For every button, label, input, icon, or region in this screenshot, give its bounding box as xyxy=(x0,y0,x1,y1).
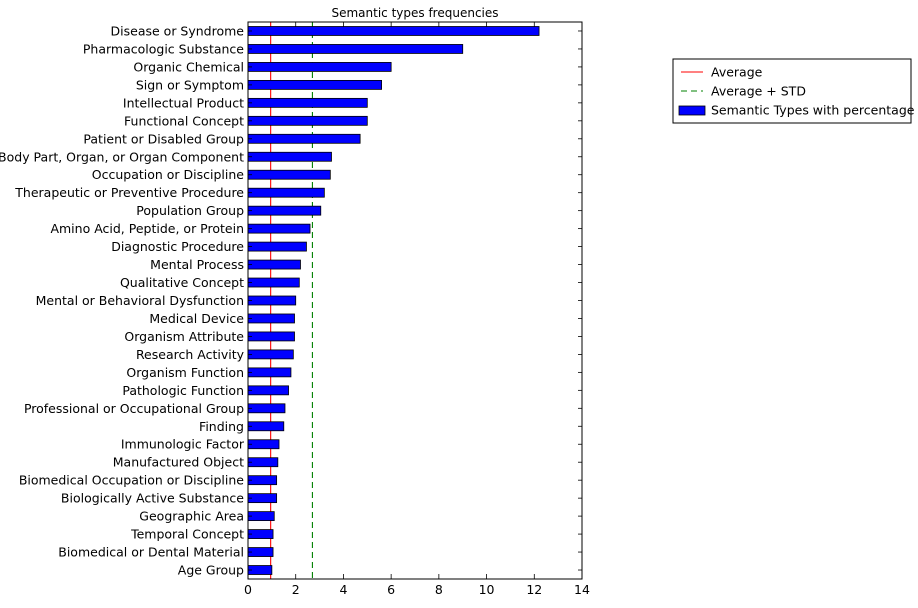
category-label: Manufactured Object xyxy=(113,455,244,470)
bar xyxy=(247,205,322,216)
axes: Disease or Syndrome Pharmacologic Substan… xyxy=(0,21,590,597)
bar xyxy=(247,349,294,360)
category-label: Diagnostic Procedure xyxy=(111,239,244,254)
category-label: Organism Function xyxy=(126,365,244,380)
bar xyxy=(247,97,368,108)
legend-label: Average + STD xyxy=(711,84,806,99)
bar xyxy=(247,439,280,450)
bar xyxy=(247,403,286,414)
category-label: Immunologic Factor xyxy=(121,437,245,452)
bar xyxy=(247,331,295,342)
category-label: Mental or Behavioral Dysfunction xyxy=(36,293,244,308)
x-tick-label: 6 xyxy=(387,582,395,597)
category-label: Mental Process xyxy=(150,257,244,272)
category-label: Pharmacologic Substance xyxy=(83,41,244,56)
category-label: Biologically Active Substance xyxy=(61,491,244,506)
category-label: Biomedical Occupation or Discipline xyxy=(19,473,244,488)
x-tick-label: 10 xyxy=(479,582,495,597)
category-label: Temporal Concept xyxy=(130,527,244,542)
x-tick-label: 0 xyxy=(244,582,252,597)
category-label: Organism Attribute xyxy=(124,329,244,344)
category-label: Medical Device xyxy=(149,311,244,326)
category-label: Intellectual Product xyxy=(123,95,244,110)
category-label: Professional or Occupational Group xyxy=(24,401,244,416)
category-label: Amino Acid, Peptide, or Protein xyxy=(50,221,244,236)
bar xyxy=(247,115,368,126)
bar xyxy=(247,187,325,198)
bars xyxy=(247,26,540,575)
category-label: Qualitative Concept xyxy=(120,275,244,290)
category-label: Age Group xyxy=(178,563,244,578)
bar xyxy=(247,26,540,36)
category-label: Patient or Disabled Group xyxy=(83,131,244,146)
category-label: Body Part, Organ, or Organ Component xyxy=(0,149,244,164)
x-tick-label: 2 xyxy=(292,582,300,597)
x-tick-label: 14 xyxy=(574,582,590,597)
legend: Average Average + STD Semantic Types with … xyxy=(672,58,915,124)
category-label: Population Group xyxy=(136,203,244,218)
bar xyxy=(247,223,311,234)
bar xyxy=(247,493,278,504)
category-label: Occupation or Discipline xyxy=(92,167,245,182)
bar xyxy=(247,457,279,468)
legend-swatch xyxy=(678,105,706,116)
x-tick-label: 8 xyxy=(435,582,443,597)
bar xyxy=(247,313,295,324)
legend-box xyxy=(672,58,912,124)
bar xyxy=(247,277,300,288)
legend-label: Average xyxy=(711,65,763,80)
category-label: Organic Chemical xyxy=(133,59,244,74)
chart-title: Semantic types frequencies xyxy=(331,6,498,20)
bar xyxy=(247,44,464,54)
bar xyxy=(247,367,292,378)
bar xyxy=(247,241,307,252)
bar xyxy=(247,133,361,144)
bar xyxy=(247,79,383,90)
bar xyxy=(247,151,332,162)
category-label: Geographic Area xyxy=(139,509,244,524)
category-label: Research Activity xyxy=(136,347,245,362)
category-label: Finding xyxy=(199,419,244,434)
bar xyxy=(247,385,289,396)
bar xyxy=(247,259,301,270)
plot-frame xyxy=(247,21,583,580)
bar xyxy=(247,421,285,432)
category-label: Therapeutic or Preventive Procedure xyxy=(14,185,244,200)
legend-label: Semantic Types with percentage xyxy=(711,103,915,118)
category-label: Sign or Symptom xyxy=(136,77,244,92)
x-tick-label: 4 xyxy=(339,582,347,597)
category-label: Functional Concept xyxy=(124,113,244,128)
x-tick-label: 12 xyxy=(526,582,542,597)
category-label: Disease or Syndrome xyxy=(111,23,245,38)
bar xyxy=(247,295,297,306)
category-label: Pathologic Function xyxy=(122,383,244,398)
bar xyxy=(247,62,392,72)
category-label: Biomedical or Dental Material xyxy=(58,545,244,560)
bar xyxy=(247,169,331,180)
bar xyxy=(247,475,278,486)
